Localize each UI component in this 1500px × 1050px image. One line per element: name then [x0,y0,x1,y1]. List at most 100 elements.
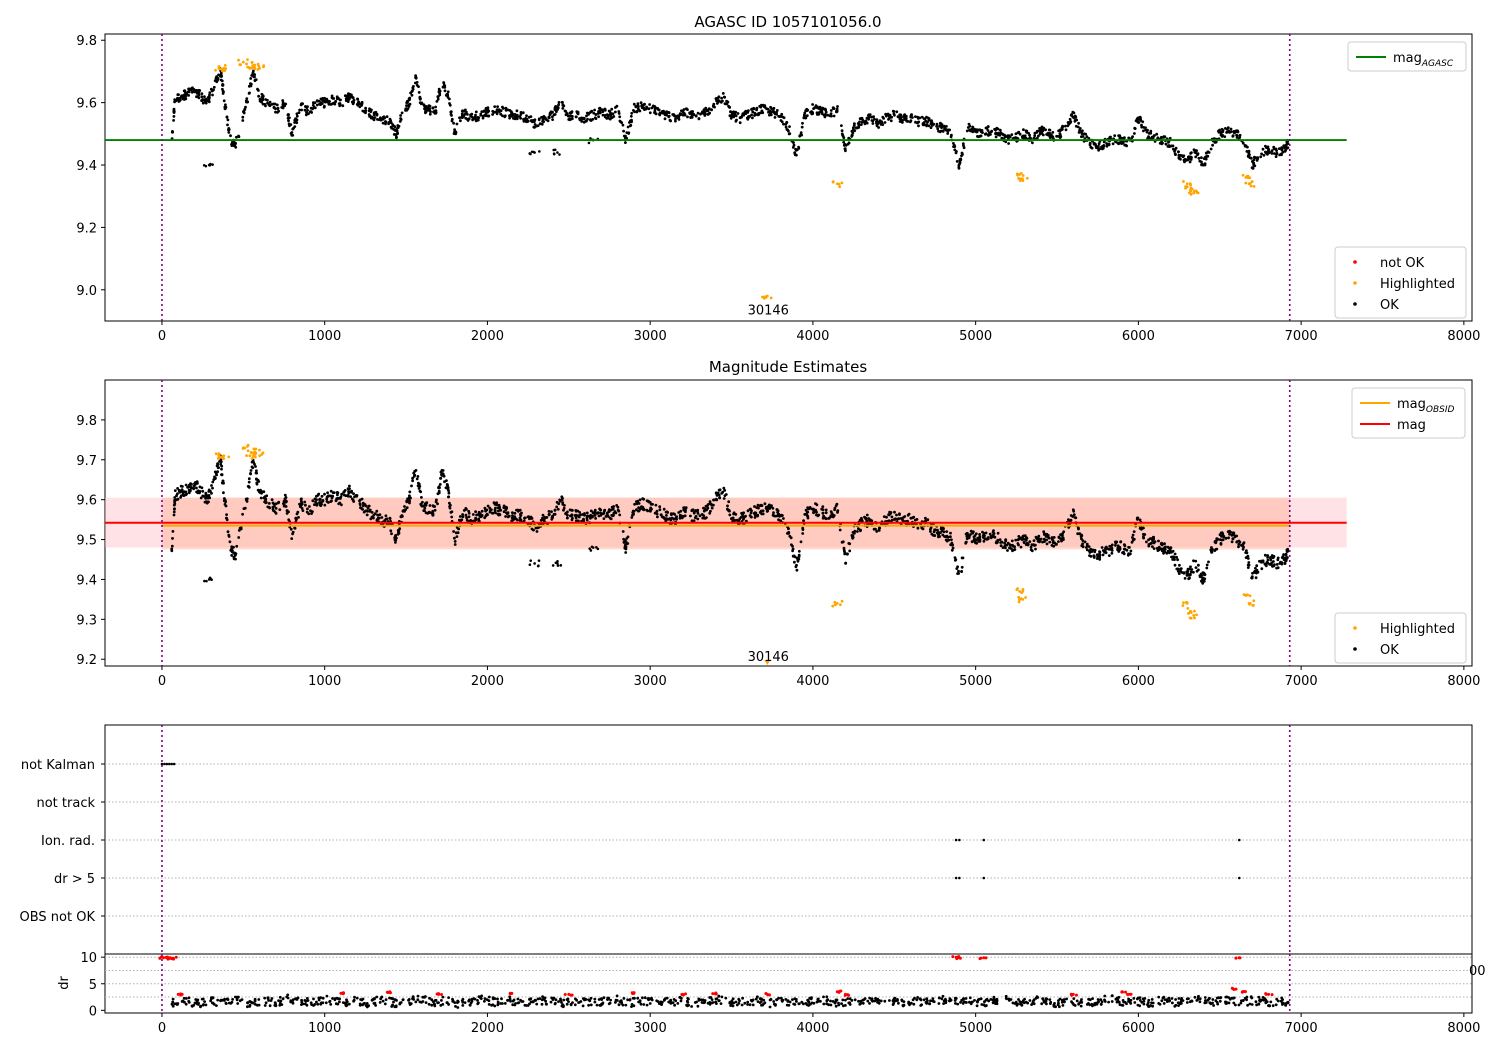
data-point [1163,135,1167,139]
highlighted-point [258,448,261,452]
data-point [942,530,946,534]
data-point [820,108,823,112]
data-point [562,506,566,510]
data-point [1062,538,1065,541]
data-point [1248,153,1251,157]
data-point [503,114,507,118]
data-point [887,513,891,517]
data-point [438,93,442,97]
data-point [249,82,252,85]
data-point [679,513,682,517]
data-point [978,533,981,536]
data-point [780,514,783,517]
data-point [657,108,661,112]
data-point [761,1003,765,1007]
data-point [1004,539,1008,543]
data-point [556,106,560,110]
data-point [384,514,388,518]
data-point [370,108,373,112]
data-point [717,95,721,99]
data-point [384,998,388,1001]
data-point [1114,541,1118,545]
data-point [776,513,780,517]
data-point [401,998,405,1002]
data-point [1141,526,1145,530]
data-point [971,125,975,129]
data-point [422,995,426,999]
data-point [782,517,785,520]
data-point [986,129,990,132]
data-point [501,105,504,109]
data-point [448,501,451,505]
data-point [590,545,594,549]
data-point [487,114,490,118]
data-point [390,532,393,536]
data-point [251,72,255,76]
data-point [291,133,295,137]
data-point [789,536,793,540]
data-point [1255,568,1259,572]
data-point [864,516,868,520]
data-point [972,535,976,539]
data-point [1098,550,1101,554]
data-point [665,113,668,117]
data-point [1186,567,1190,571]
data-point [531,1000,535,1004]
data-point [715,497,718,501]
data-point [381,115,385,119]
data-point [446,90,450,94]
data-point [1066,124,1070,128]
data-point [994,132,997,136]
data-point [719,1002,723,1005]
highlighted-point [1248,602,1251,606]
data-point [793,153,797,157]
y-tick-label: 9.7 [76,454,97,469]
data-point [212,85,216,89]
data-point [352,101,355,105]
data-point [508,116,511,120]
data-point [977,128,981,132]
data-point [814,104,818,108]
highlighted-point [1244,181,1248,185]
data-point [475,513,478,517]
data-point [315,498,318,502]
data-point [171,1004,175,1008]
data-point [805,114,809,117]
data-point [882,117,885,120]
data-point [318,102,321,106]
data-point [181,492,185,496]
data-point [267,502,271,505]
data-point [515,508,518,512]
data-point [384,122,387,126]
data-point [624,141,627,145]
data-point [1077,131,1081,134]
data-point [255,481,259,485]
flag-category-label: OBS not OK [20,910,96,925]
data-point [288,116,291,120]
data-point [244,105,247,109]
data-point [842,546,846,550]
data-point [241,115,245,119]
data-point [252,461,256,464]
data-point [179,494,183,498]
data-point [1166,549,1170,553]
data-point [226,997,229,1001]
data-point [1264,150,1267,154]
data-point [448,102,451,105]
data-point [241,512,245,516]
data-point [345,1000,349,1003]
data-point [456,1006,460,1009]
data-point [556,151,559,154]
data-point [326,494,330,498]
highlighted-point [217,65,221,68]
data-point [228,540,232,544]
data-point [805,514,809,517]
data-point [289,527,293,531]
data-point [676,1002,680,1005]
data-point [620,1002,624,1005]
data-point [958,161,962,164]
highlighted-point [219,455,223,459]
data-point [441,995,445,999]
highlighted-point [237,58,240,62]
data-point [468,998,471,1002]
